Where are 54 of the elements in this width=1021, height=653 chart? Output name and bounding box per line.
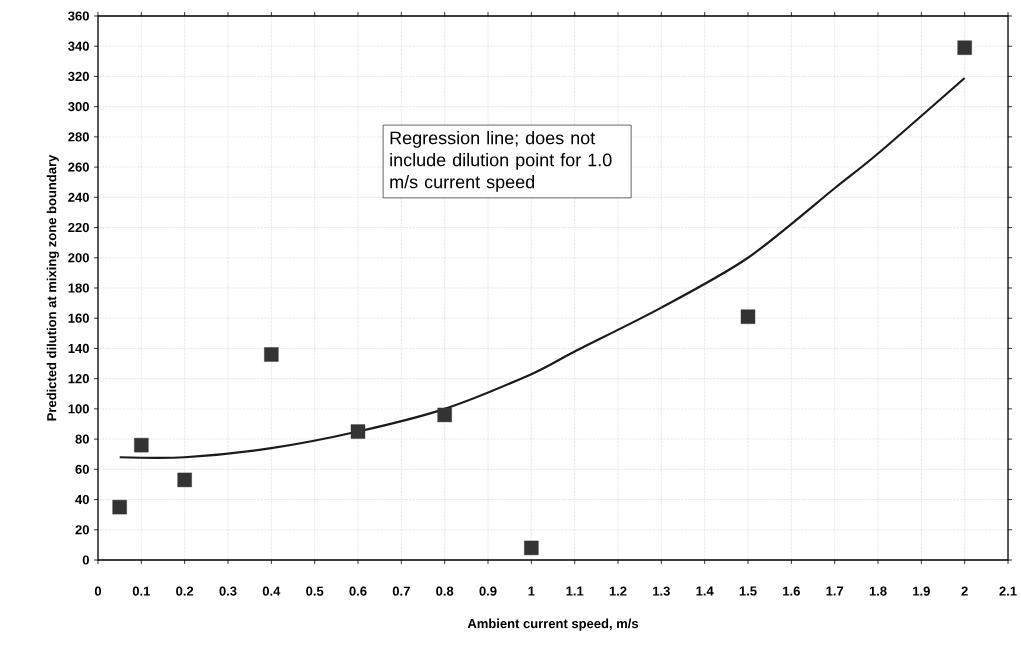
point bbox=[524, 540, 539, 556]
x-tick-label: 0.2 bbox=[176, 586, 194, 596]
point bbox=[740, 309, 756, 324]
y-tick-label: 240 bbox=[68, 192, 89, 202]
y-tick-label: 40 bbox=[75, 494, 89, 505]
x-tick-label: 0.3 bbox=[219, 586, 237, 596]
y-axis-title: Predicted dilution at mixing zone boundary bbox=[46, 154, 59, 421]
x-tick-label: 2 bbox=[961, 586, 968, 596]
point bbox=[177, 472, 192, 488]
y-tick-label: 20 bbox=[75, 525, 89, 535]
y-tick-label: 280 bbox=[68, 132, 89, 142]
x-tick-label: 0.8 bbox=[436, 586, 454, 596]
x-tick-label: 1.2 bbox=[609, 586, 627, 596]
x-tick-label: 1.4 bbox=[696, 586, 714, 596]
point bbox=[134, 437, 149, 453]
y-tick-label: 320 bbox=[68, 71, 89, 82]
y-tick-label: 360 bbox=[68, 11, 89, 21]
point bbox=[957, 40, 972, 55]
x-tick-label: 1.8 bbox=[869, 586, 887, 596]
x-tick-label: 1 bbox=[528, 586, 535, 596]
x-tick-label: 0 bbox=[94, 586, 102, 596]
x-tick-label: 1.6 bbox=[783, 586, 800, 596]
x-tick-label: 1.1 bbox=[566, 586, 584, 596]
y-tick-label: 0 bbox=[82, 555, 89, 565]
x-tick-label: 0.1 bbox=[132, 586, 151, 596]
x-tick-label: 2.1 bbox=[999, 586, 1017, 596]
line-series bbox=[118, 76, 966, 459]
x-tick-label: 1.3 bbox=[653, 586, 670, 596]
point bbox=[350, 424, 366, 439]
y-tick-label: 80 bbox=[75, 434, 89, 444]
x-tick-label: 1.5 bbox=[739, 586, 757, 596]
x-tick-label: 0.7 bbox=[392, 586, 410, 596]
y-tick-label: 300 bbox=[68, 102, 89, 112]
annotation: Regression line; does not include dilution point for 1.0 m/s current speed bbox=[390, 131, 612, 192]
y-tick-label: 180 bbox=[68, 283, 89, 293]
point bbox=[437, 407, 452, 423]
x-tick-label: 0.5 bbox=[306, 586, 324, 596]
x-tick-label: 0.6 bbox=[349, 586, 367, 596]
y-tick-label: 160 bbox=[68, 313, 89, 323]
point bbox=[264, 347, 279, 362]
y-tick-label: 100 bbox=[68, 404, 89, 414]
y-tick-label: 260 bbox=[68, 162, 89, 172]
x-tick-label: 0.9 bbox=[479, 586, 497, 596]
point bbox=[112, 499, 127, 515]
y-tick-label: 200 bbox=[68, 253, 89, 263]
y-tick-label: 140 bbox=[68, 343, 89, 354]
y-tick-label: 220 bbox=[68, 222, 89, 233]
y-tick-label: 120 bbox=[68, 374, 89, 384]
x-tick-label: 1.7 bbox=[826, 586, 844, 596]
x-axis-title: Ambient current speed, m/s bbox=[467, 618, 639, 631]
x-tick-label: 1.9 bbox=[913, 586, 930, 596]
y-tick-label: 60 bbox=[75, 464, 89, 474]
x-tick-label: 0.4 bbox=[262, 586, 281, 596]
y-tick-label: 340 bbox=[68, 41, 89, 51]
